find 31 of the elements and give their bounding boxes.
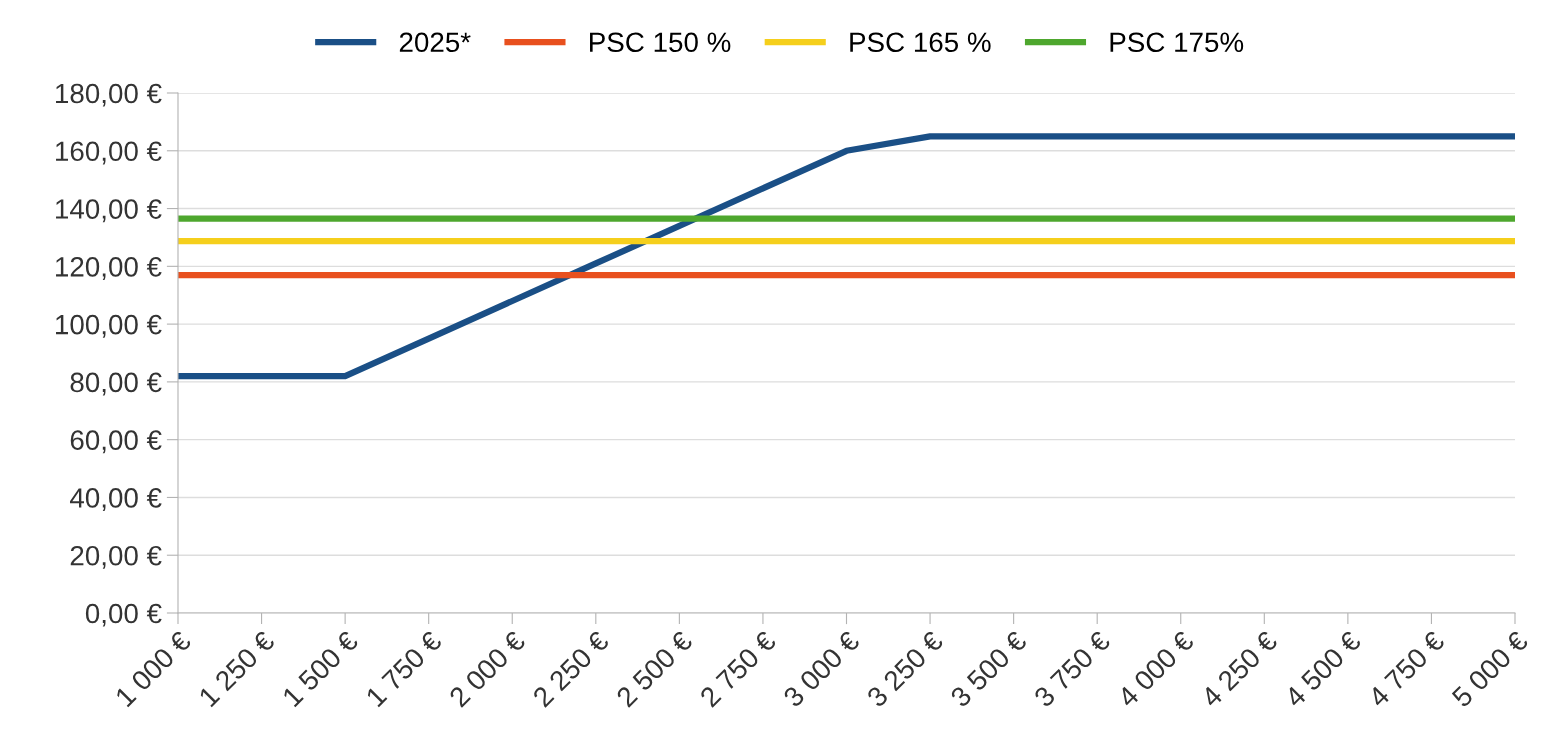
x-tick-label: 3 750 € (1032, 629, 1112, 709)
x-tick-label: 2 750 € (698, 629, 778, 708)
legend-label: PSC 150 % (590, 32, 731, 53)
y-tick-label: 0,00 € (85, 603, 162, 627)
y-tick-label: 140,00 € (56, 199, 162, 223)
legend-label: PSC 165 % (850, 32, 991, 53)
x-tick-label: 3 500 € (949, 629, 1028, 709)
x-tick-label: 4 250 € (1199, 629, 1279, 709)
y-tick-label: 120,00 € (56, 257, 162, 280)
y-tick-label: 60,00 € (70, 430, 162, 454)
y-tick-label: 100,00 € (56, 314, 162, 338)
x-tick-label: 2 250 € (531, 629, 610, 708)
x-tick-label: 4 000 € (1116, 629, 1195, 709)
x-tick-label: 2 000 € (448, 629, 527, 708)
x-tick-label: 5 000 € (1450, 629, 1530, 709)
x-tick-label: 3 000 € (782, 629, 861, 709)
x-tick-label: 1 750 € (365, 629, 443, 708)
x-tick-label: 4 750 € (1366, 629, 1446, 709)
x-tick-label: 2 500 € (615, 629, 694, 708)
legend-label: PSC 175% (1110, 32, 1244, 53)
legend-label: 2025* (399, 32, 471, 53)
x-tick-label: 4 500 € (1283, 629, 1363, 709)
y-tick-label: 40,00 € (70, 488, 162, 512)
y-tick-label: 160,00 € (56, 141, 162, 165)
y-tick-label: 80,00 € (70, 372, 162, 396)
x-tick-label: 1 250 € (198, 629, 276, 708)
y-tick-label: 20,00 € (70, 545, 162, 569)
x-tick-label: 3 250 € (865, 629, 945, 709)
y-tick-label: 180,00 € (56, 83, 162, 107)
x-tick-label: 1 000 € (114, 629, 193, 708)
x-tick-label: 1 500 € (281, 629, 360, 708)
